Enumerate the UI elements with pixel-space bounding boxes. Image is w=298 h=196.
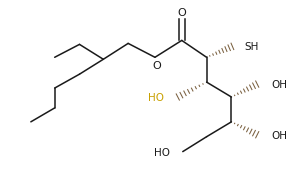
Text: HO: HO <box>148 93 164 103</box>
Text: O: O <box>153 61 161 71</box>
Text: HO: HO <box>154 148 170 158</box>
Text: SH: SH <box>244 42 259 52</box>
Text: OH: OH <box>271 131 287 141</box>
Text: O: O <box>177 8 186 18</box>
Text: OH: OH <box>271 80 287 90</box>
